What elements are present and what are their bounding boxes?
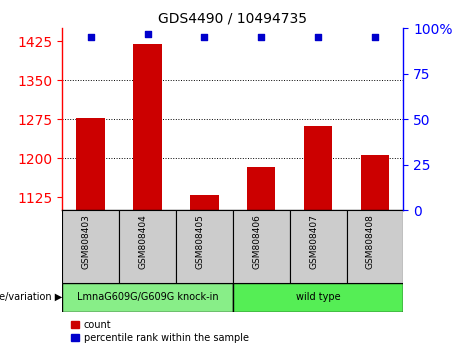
Bar bbox=[62, 283, 233, 312]
Bar bbox=[290, 210, 347, 283]
Bar bbox=[62, 210, 119, 283]
Point bbox=[314, 35, 322, 40]
Point bbox=[201, 35, 208, 40]
Text: GSM808403: GSM808403 bbox=[82, 214, 91, 269]
Text: GSM808404: GSM808404 bbox=[138, 214, 148, 269]
Point bbox=[144, 31, 151, 36]
Bar bbox=[361, 155, 389, 210]
Bar bbox=[176, 210, 233, 283]
Bar bbox=[77, 118, 105, 210]
Bar bbox=[304, 126, 332, 210]
Point bbox=[87, 35, 95, 40]
Title: GDS4490 / 10494735: GDS4490 / 10494735 bbox=[158, 12, 307, 26]
Text: GSM808407: GSM808407 bbox=[309, 214, 318, 269]
Bar bbox=[190, 195, 219, 210]
Text: LmnaG609G/G609G knock-in: LmnaG609G/G609G knock-in bbox=[77, 292, 219, 302]
Text: GSM808408: GSM808408 bbox=[366, 214, 375, 269]
Point bbox=[371, 35, 378, 40]
Bar bbox=[233, 283, 403, 312]
Text: genotype/variation ▶: genotype/variation ▶ bbox=[0, 292, 62, 302]
Legend: count, percentile rank within the sample: count, percentile rank within the sample bbox=[67, 316, 253, 347]
Bar bbox=[233, 210, 290, 283]
Text: GSM808406: GSM808406 bbox=[252, 214, 261, 269]
Bar bbox=[347, 210, 403, 283]
Text: wild type: wild type bbox=[296, 292, 340, 302]
Bar bbox=[119, 210, 176, 283]
Bar bbox=[247, 167, 276, 210]
Point bbox=[258, 35, 265, 40]
Text: GSM808405: GSM808405 bbox=[195, 214, 204, 269]
Bar bbox=[133, 44, 162, 210]
